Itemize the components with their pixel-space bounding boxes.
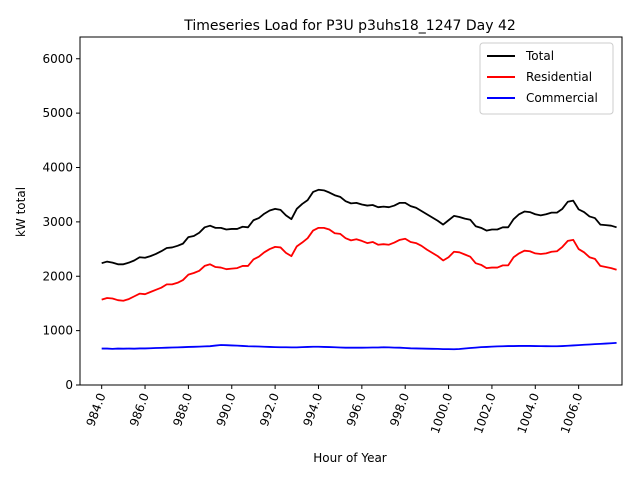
y-tick-label: 0 (65, 378, 73, 392)
legend-item-total: Total (487, 49, 554, 63)
series-line-residential (101, 226, 617, 302)
y-axis-label: kW total (14, 187, 28, 237)
plot-border (79, 36, 623, 386)
legend-item-commercial: Commercial (487, 91, 598, 105)
y-axis: 0 1000 2000 3000 4000 5000 6000 (42, 52, 80, 392)
chart-title: Timeseries Load for P3U p3uhs18_1247 Day… (183, 18, 516, 34)
legend-label-total: Total (525, 49, 554, 63)
y-tick-label: 4000 (42, 161, 73, 175)
y-tick-label: 3000 (42, 215, 73, 229)
legend: Total Residential Commercial (479, 42, 614, 115)
series-line-commercial (101, 341, 617, 351)
legend-item-residential: Residential (487, 70, 592, 84)
legend-label-commercial: Commercial (526, 91, 598, 105)
y-tick-label: 1000 (42, 324, 73, 338)
series-layer (101, 188, 617, 351)
legend-box (479, 42, 614, 115)
y-tick-label: 6000 (42, 52, 73, 66)
series-line-total (101, 188, 617, 266)
y-tick-label: 5000 (42, 106, 73, 120)
x-axis-label: Hour of Year (313, 451, 387, 465)
y-tick-label: 2000 (42, 269, 73, 283)
legend-label-residential: Residential (526, 70, 592, 84)
